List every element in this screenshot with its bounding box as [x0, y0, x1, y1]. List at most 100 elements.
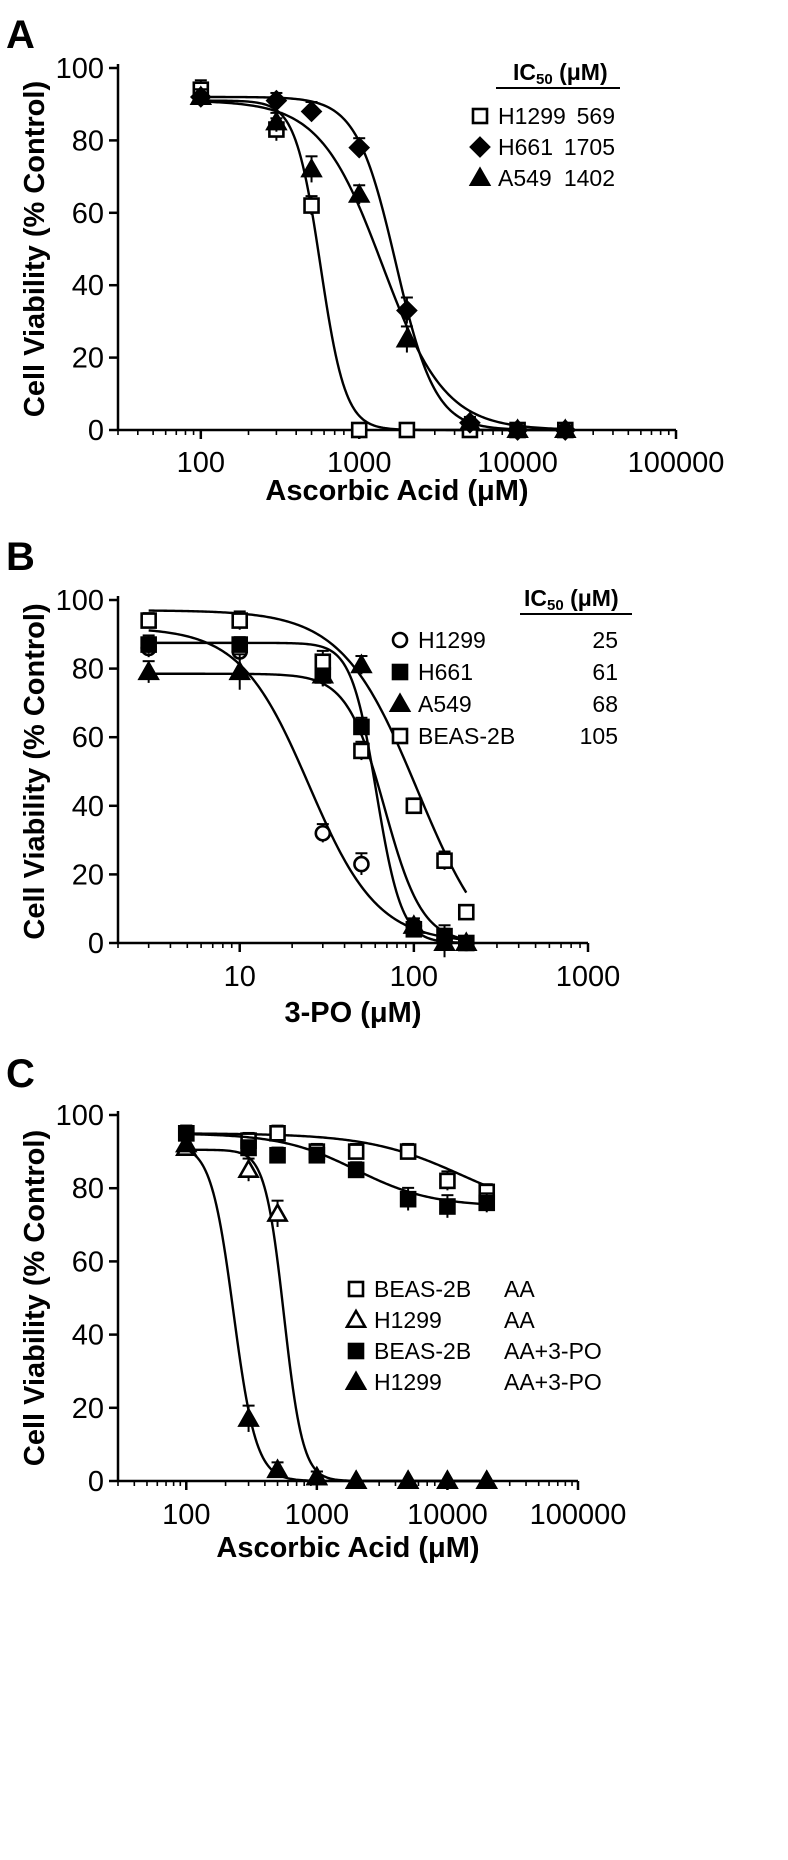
- legend-label: H1299: [374, 1369, 442, 1395]
- x-tick-label: 100000: [530, 1499, 627, 1531]
- legend-marker: [391, 631, 409, 649]
- data-point: [231, 612, 249, 629]
- x-tick-label: 100000: [628, 447, 725, 479]
- data-point: [140, 612, 157, 629]
- data-point: [175, 1132, 198, 1153]
- y-tick-label: 40: [72, 270, 104, 302]
- data-point: [189, 85, 213, 106]
- legend-ic50-value: 68: [592, 691, 618, 717]
- data-point: [308, 1146, 326, 1164]
- data-point: [347, 183, 371, 203]
- legend-label: H661: [418, 659, 473, 685]
- data-point: [398, 421, 416, 439]
- panel-a: A 0 20 40 60 80 100 100 1000 10000 100000 Ascorbic …: [6, 13, 724, 507]
- data-point: [265, 110, 288, 131]
- data-point: [300, 100, 323, 123]
- legend-marker: [468, 166, 492, 187]
- legend-ic50-value: 1705: [564, 134, 615, 160]
- fit-curve: [186, 1132, 487, 1206]
- legend-ic50-value: 61: [592, 659, 618, 685]
- data-point: [266, 1202, 289, 1222]
- data-point: [475, 1469, 498, 1490]
- y-tick-label: 0: [88, 1466, 104, 1498]
- legend: BEAS-2B AA H1299 AA BEAS-2B AA+3-PO H1299 AA+3-…: [344, 1276, 602, 1395]
- data-point: [231, 636, 249, 653]
- legend-marker: [469, 136, 491, 158]
- y-tick-label: 100: [56, 1100, 104, 1132]
- data-point: [457, 903, 475, 921]
- series-beas-2b: [177, 1124, 496, 1218]
- series-h1299: [175, 1132, 498, 1490]
- data-point: [439, 1172, 456, 1190]
- y-tick-label: 20: [72, 859, 104, 891]
- panel-b: B 0 20 40 60 80 100 10 100 1000 3-PO (μM) Cell Viab…: [6, 535, 632, 1029]
- data-point: [436, 1469, 459, 1490]
- fit-curve: [186, 1132, 488, 1188]
- legend-ic50-value: 105: [580, 723, 618, 749]
- panel-letter: A: [6, 13, 35, 57]
- data-point: [265, 89, 288, 112]
- x-tick-label: 1000: [285, 1499, 350, 1531]
- legend-marker: [471, 107, 489, 125]
- data-point: [350, 421, 368, 439]
- legend-ic50-value: 25: [592, 627, 618, 653]
- x-tick-label: 100: [177, 447, 225, 479]
- data-point: [314, 653, 332, 671]
- y-tick-label: 20: [72, 343, 104, 375]
- data-point: [269, 1125, 286, 1142]
- series-a549: [189, 85, 577, 439]
- y-axis-title: Cell Viability (% Control): [19, 81, 51, 417]
- data-point: [237, 1407, 260, 1427]
- data-point: [399, 1143, 417, 1160]
- series-beas-2b: [140, 609, 475, 921]
- legend-marker: [391, 727, 409, 745]
- fit-curve: [200, 99, 566, 432]
- y-axis-title: Cell Viability (% Control): [19, 603, 51, 939]
- y-tick-label: 80: [72, 1173, 104, 1205]
- legend-label: BEAS-2B: [374, 1276, 471, 1302]
- data-point: [353, 742, 370, 760]
- data-point: [455, 931, 478, 952]
- x-tick-label: 100: [390, 961, 438, 993]
- legend-treatment: AA: [504, 1276, 535, 1302]
- series-h1299: [175, 1136, 498, 1490]
- legend-label: H1299: [374, 1307, 442, 1333]
- legend-label: BEAS-2B: [374, 1338, 471, 1364]
- data-point: [436, 852, 453, 869]
- x-axis-title: Ascorbic Acid (μM): [216, 1532, 479, 1564]
- legend-treatment: AA: [504, 1307, 535, 1333]
- data-point: [314, 824, 332, 842]
- data-point: [305, 1465, 329, 1486]
- x-tick-label: 10000: [407, 1499, 488, 1531]
- data-point: [266, 1458, 289, 1479]
- x-axis-title: Ascorbic Acid (μM): [265, 475, 528, 507]
- legend-treatment: AA+3-PO: [504, 1338, 602, 1364]
- y-tick-label: 0: [88, 415, 104, 447]
- x-axis-title: 3-PO (μM): [285, 997, 422, 1029]
- y-tick-label: 100: [56, 53, 104, 85]
- x-tick-label: 10000: [477, 447, 558, 479]
- y-tick-label: 100: [56, 585, 104, 617]
- x-tick-label: 1000: [556, 961, 621, 993]
- data-point: [347, 1143, 365, 1160]
- x-tick-label: 100: [162, 1499, 210, 1531]
- data-point: [350, 653, 373, 674]
- data-point: [237, 1158, 260, 1178]
- data-point: [396, 1469, 420, 1490]
- legend-ic50-value: 1402: [564, 165, 615, 191]
- y-tick-label: 20: [72, 1393, 104, 1425]
- data-point: [303, 197, 320, 214]
- y-axis-title: Cell Viability (% Control): [19, 1130, 51, 1466]
- legend-header: IC50 (μM): [513, 59, 608, 88]
- data-point: [395, 327, 419, 348]
- y-tick-label: 60: [72, 1246, 104, 1278]
- legend-label: A549: [498, 165, 552, 191]
- x-tick-label: 1000: [327, 447, 392, 479]
- data-point: [458, 411, 482, 431]
- data-point: [344, 1469, 368, 1490]
- panel-c: C 0 20 40 60 80 100 100 1000 10000 100000 Ascorbic …: [6, 1052, 626, 1564]
- legend-label: H1299: [498, 103, 566, 129]
- legend-marker: [344, 1370, 368, 1391]
- data-point: [433, 931, 456, 952]
